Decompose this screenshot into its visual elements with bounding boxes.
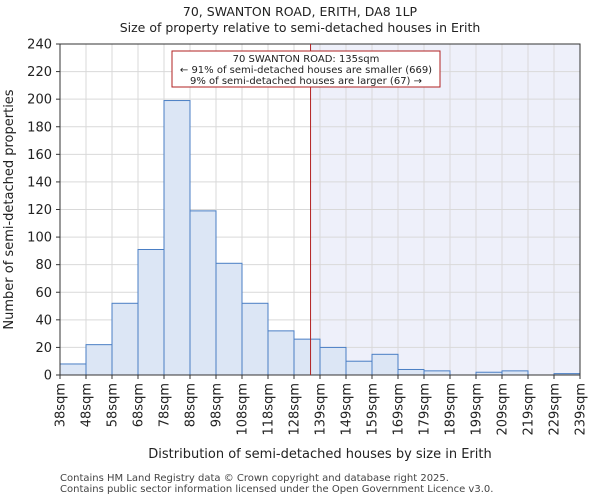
x-tick-label: 58sqm <box>106 383 121 427</box>
x-tick-label: 169sqm <box>392 383 407 436</box>
annotation-title: 70 SWANTON ROAD: 135sqm <box>233 54 380 65</box>
page-title: 70, SWANTON ROAD, ERITH, DA8 1LP <box>182 4 418 19</box>
histogram-bar <box>345 360 373 376</box>
x-tick-label: 199sqm <box>470 383 485 436</box>
x-tick-label: 149sqm <box>340 383 355 436</box>
footer-copyright: Contains HM Land Registry data © Crown c… <box>60 473 449 484</box>
x-tick-label: 179sqm <box>418 383 433 436</box>
y-tick-label: 80 <box>35 258 52 273</box>
histogram-bar <box>293 338 321 376</box>
y-tick-label: 240 <box>27 38 52 53</box>
histogram-bar <box>423 370 451 376</box>
annotation-larger: 9% of semi-detached houses are larger (6… <box>190 76 422 87</box>
histogram-bar <box>59 363 87 376</box>
x-tick-label: 48sqm <box>80 383 95 427</box>
x-tick-label: 128sqm <box>288 383 303 436</box>
y-tick-label: 60 <box>35 286 52 301</box>
y-tick-label: 40 <box>35 313 52 328</box>
y-tick-label: 120 <box>27 203 52 218</box>
histogram-bar <box>501 370 529 376</box>
y-tick-label: 160 <box>27 148 52 163</box>
x-tick-label: 139sqm <box>314 383 329 436</box>
x-tick-label: 219sqm <box>522 383 537 436</box>
x-tick-label: 38sqm <box>54 383 69 427</box>
histogram-bar <box>371 353 399 376</box>
x-tick-label: 88sqm <box>184 383 199 427</box>
histogram-bar <box>267 330 295 376</box>
y-tick-label: 100 <box>27 231 52 246</box>
y-tick-label: 20 <box>35 341 52 356</box>
x-tick-label: 98sqm <box>210 383 225 427</box>
histogram-chart: 0 20 40 60 80 100 120 140 160 180 200 220 240 38sqm 4… <box>2 38 589 463</box>
y-tick-label: 140 <box>27 175 52 190</box>
page-subtitle: Size of property relative to semi-detach… <box>119 20 481 35</box>
x-tick-label: 209sqm <box>496 383 511 436</box>
footer-licence: Contains public sector information licen… <box>60 484 494 495</box>
histogram-bar <box>85 344 113 376</box>
x-tick-label: 78sqm <box>158 383 173 427</box>
histogram-bar <box>137 248 165 376</box>
histogram-bar <box>163 100 191 376</box>
x-tick-label: 189sqm <box>444 383 459 436</box>
x-tick-label: 118sqm <box>262 383 277 436</box>
histogram-bar <box>241 302 269 376</box>
x-axis-label: Distribution of semi-detached houses by … <box>148 447 491 462</box>
y-tick-label: 180 <box>27 120 52 135</box>
histogram-bar <box>111 302 139 376</box>
histogram-bar <box>397 368 425 376</box>
x-tick-label: 239sqm <box>574 383 589 436</box>
histogram-bar <box>319 346 347 376</box>
x-tick-label: 229sqm <box>548 383 563 436</box>
annotation-smaller: ← 91% of semi-detached houses are smalle… <box>180 65 432 76</box>
y-tick-label: 0 <box>44 369 52 384</box>
x-tick-label: 108sqm <box>236 383 251 436</box>
histogram-bar <box>189 210 217 376</box>
x-tick-label: 68sqm <box>132 383 147 427</box>
y-tick-label: 200 <box>27 93 52 108</box>
y-tick-label: 220 <box>27 65 52 80</box>
annotation-box: 70 SWANTON ROAD: 135sqm ← 91% of semi-de… <box>171 50 441 88</box>
y-axis-label: Number of semi-detached properties <box>2 89 17 329</box>
histogram-bar <box>215 262 243 376</box>
x-tick-label: 159sqm <box>366 383 381 436</box>
